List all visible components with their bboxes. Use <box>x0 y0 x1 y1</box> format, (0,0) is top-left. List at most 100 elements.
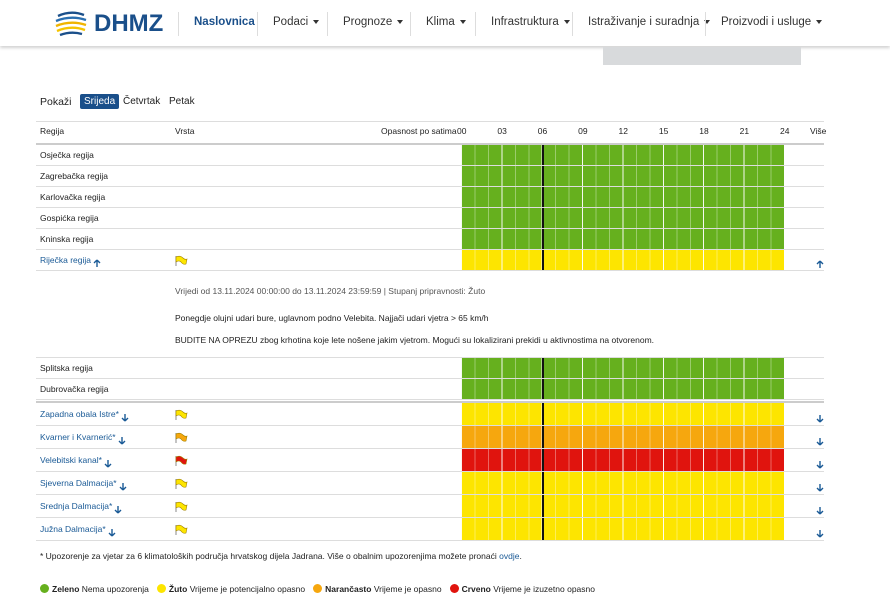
flag-icon <box>174 477 188 495</box>
footnote-link[interactable]: ovdje <box>499 551 520 561</box>
map-thumbnail[interactable] <box>603 47 801 65</box>
now-line <box>541 449 544 472</box>
arrow-icon[interactable] <box>118 432 126 450</box>
arrow-icon[interactable] <box>119 478 127 496</box>
hline <box>36 186 824 187</box>
caret <box>459 19 466 24</box>
hazard-bar <box>461 403 784 425</box>
day-tab[interactable]: Četvrtak <box>123 96 161 107</box>
hour-grid <box>461 358 784 378</box>
region-link[interactable]: Velebitski kanal* <box>40 454 102 465</box>
nav-item[interactable]: Infrastruktura <box>491 16 570 28</box>
detail-valid: Vrijedi od 13.11.2024 00:00:00 do 13.11.… <box>175 286 486 296</box>
region-name: Kninska regija <box>40 233 94 244</box>
caret <box>397 19 404 24</box>
separator <box>475 12 476 36</box>
arrow-icon[interactable] <box>816 433 824 451</box>
region-name: Osječka regija <box>40 149 94 160</box>
nav-item[interactable]: Naslovnica <box>194 16 255 28</box>
separator <box>410 12 411 36</box>
hour-label: 06 <box>537 126 548 136</box>
hline <box>36 357 824 358</box>
now-line <box>541 472 544 495</box>
hour-grid <box>461 379 784 399</box>
day-tab[interactable]: Petak <box>169 96 195 107</box>
arrow-icon[interactable] <box>816 410 824 428</box>
legend-item: Narančasto Vrijeme je opasno <box>313 584 442 594</box>
hour-grid <box>461 145 784 165</box>
legend-dot <box>156 584 166 593</box>
arrow-icon[interactable] <box>816 456 824 474</box>
nav-item[interactable]: Klima <box>426 16 466 28</box>
arrow-icon[interactable] <box>93 255 101 273</box>
hour-label: 12 <box>618 126 628 136</box>
arrow-icon[interactable] <box>816 256 824 274</box>
arrow-icon[interactable] <box>816 502 824 520</box>
footnote-text: * Upozorenje za vjetar za 6 klimatološki… <box>40 551 497 561</box>
nav-item[interactable]: Proizvodi i usluge <box>721 16 823 28</box>
arrow-icon[interactable] <box>108 524 116 542</box>
nav-item[interactable]: Prognoze <box>343 16 404 28</box>
col-type: Vrsta <box>175 126 195 136</box>
region-link[interactable]: Srednja Dalmacija* <box>40 500 113 511</box>
hour-label: 18 <box>699 126 709 136</box>
hour-grid <box>461 495 784 517</box>
region-link[interactable]: Zapadna obala Istre* <box>40 408 119 419</box>
region-name: Dubrovačka regija <box>40 383 109 394</box>
nav-item[interactable]: Podaci <box>273 16 320 28</box>
now-line <box>541 495 544 518</box>
logo-text[interactable]: DHMZ <box>94 10 164 37</box>
region-link[interactable]: Riječka regija <box>40 254 92 265</box>
arrow-icon[interactable] <box>104 455 112 473</box>
hazard-bar <box>461 426 784 448</box>
arrow-icon[interactable] <box>121 409 129 427</box>
hline <box>36 207 824 208</box>
footnote: * Upozorenje za vjetar za 6 klimatološki… <box>40 551 522 561</box>
hline <box>36 425 824 426</box>
hour-grid <box>461 403 784 425</box>
hour-label: 24 <box>780 126 790 136</box>
hazard-bar <box>461 379 784 399</box>
hour-grid <box>461 518 784 540</box>
legend: Zeleno Nema upozorenja Žuto Vrijeme je po… <box>40 584 603 594</box>
arrow-icon[interactable] <box>816 479 824 497</box>
now-line <box>541 379 544 400</box>
now-line <box>541 166 544 187</box>
arrow-icon[interactable] <box>114 501 122 519</box>
hour-label: 15 <box>658 126 669 136</box>
hour-grid <box>461 426 784 448</box>
flag-icon <box>174 254 188 272</box>
detail-text: BUDITE NA OPREZU zbog krhotina koje lete… <box>175 335 655 345</box>
footnote-end: . <box>519 551 522 561</box>
hour-label: 00 <box>457 126 467 136</box>
hour-label: 03 <box>497 126 507 136</box>
hline <box>36 143 824 145</box>
legend-text: Nema upozorenja <box>81 584 149 594</box>
hline <box>36 540 824 541</box>
legend-dot <box>40 584 49 593</box>
legend-label: Narančasto <box>325 584 372 594</box>
hline <box>36 448 824 449</box>
hour-grid <box>461 472 784 494</box>
region-link[interactable]: Sjeverna Dalmacija* <box>40 477 117 488</box>
legend-label: Crveno <box>461 584 491 594</box>
col-hazard: Opasnost po satima <box>381 126 457 136</box>
hline <box>36 270 824 271</box>
hour-label: 21 <box>739 126 750 136</box>
arrow-icon[interactable] <box>816 525 824 543</box>
day-tab[interactable]: Srijeda <box>80 94 120 109</box>
region-name: Karlovačka regija <box>40 191 106 202</box>
region-link[interactable]: Kvarner i Kvarnerić* <box>40 431 116 442</box>
legend-dot <box>313 584 323 593</box>
col-region: Regija <box>40 126 65 136</box>
hazard-bar <box>461 358 784 378</box>
caret <box>704 19 711 24</box>
flag-icon <box>174 523 188 541</box>
hline <box>36 399 824 400</box>
region-link[interactable]: Južna Dalmacija* <box>40 523 106 534</box>
hazard-bar <box>461 449 784 471</box>
nav-item[interactable]: Istraživanje i suradnja <box>588 16 711 28</box>
region-name: Splitska regija <box>40 362 93 373</box>
now-line <box>541 403 544 426</box>
hazard-bar <box>461 495 784 517</box>
